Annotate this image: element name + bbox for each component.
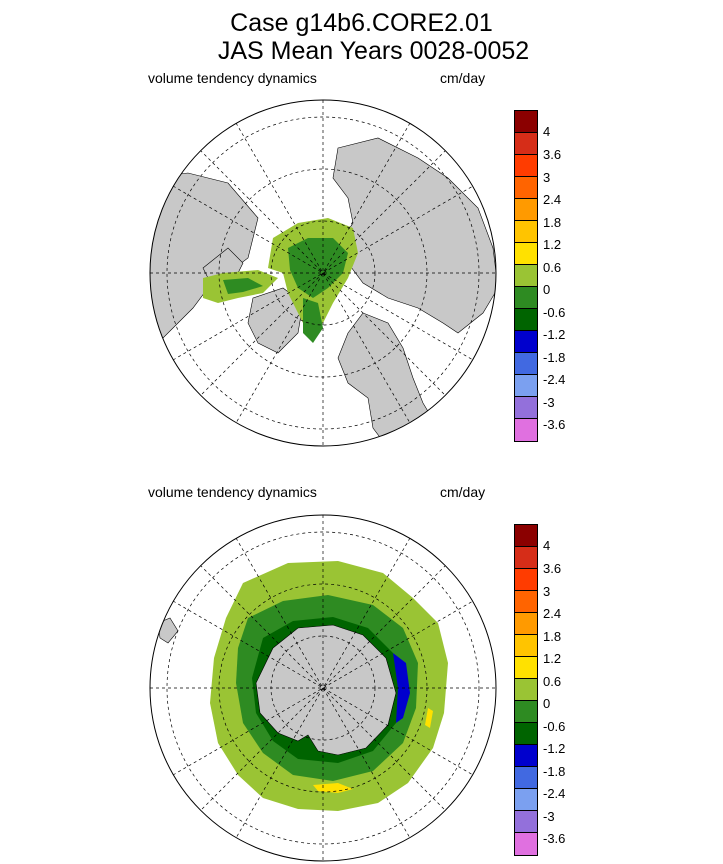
- north-colorbar-swatch-10: [515, 309, 537, 331]
- south-variable-label: volume tendency dynamics: [148, 484, 317, 500]
- south-colorbar: [514, 524, 538, 856]
- north-tick-label: -2.4: [543, 372, 566, 387]
- south-colorbar-swatch-5: [515, 613, 537, 635]
- south-units-label: cm/day: [440, 484, 486, 500]
- south-colorbar-swatch-3: [515, 569, 537, 591]
- north-tick-label: 0.6: [543, 260, 562, 275]
- south-tick-label: 3: [543, 584, 551, 599]
- south-tick-label: -3: [543, 809, 555, 824]
- north-tick-label: 4: [543, 124, 551, 139]
- south-tick-label: 1.8: [543, 629, 562, 644]
- north-colorbar-swatch-5: [515, 199, 537, 221]
- north-tick-label: 1.2: [543, 237, 562, 252]
- south-colorbar-swatch-7: [515, 657, 537, 679]
- south-colorbar-swatch-12: [515, 767, 537, 789]
- north-units-label: cm/day: [440, 70, 486, 86]
- north-ice-field-west-dark: [223, 278, 263, 294]
- north-colorbar-swatch-11: [515, 331, 537, 353]
- south-tick-label: -1.2: [543, 741, 566, 756]
- north-tick-label: 1.8: [543, 215, 562, 230]
- south-colorbar-swatch-9: [515, 701, 537, 723]
- south-colorbar-swatch-10: [515, 723, 537, 745]
- north-colorbar: [514, 110, 538, 442]
- north-colorbar-swatch-14: [515, 397, 537, 419]
- north-land-eurasia: [332, 137, 496, 334]
- north-colorbar-swatch-8: [515, 265, 537, 287]
- south-tick-label: 4: [543, 538, 551, 553]
- north-variable-label: volume tendency dynamics: [148, 70, 317, 86]
- south-tick-label: 0: [543, 696, 551, 711]
- north-colorbar-swatch-7: [515, 243, 537, 265]
- north-colorbar-swatch-3: [515, 155, 537, 177]
- south-colorbar-swatch-14: [515, 811, 537, 833]
- north-tick-label: -1.2: [543, 327, 566, 342]
- plot-title-line-1: Case g14b6.CORE2.01: [230, 9, 493, 37]
- south-tick-label: -3.6: [543, 831, 566, 846]
- north-colorbar-swatch-2: [515, 133, 537, 155]
- north-colorbar-swatch-1: [515, 111, 537, 133]
- north-colorbar-swatch-9: [515, 287, 537, 309]
- north-tick-label: -3: [543, 395, 555, 410]
- south-colorbar-swatch-8: [515, 679, 537, 701]
- north-colorbar-swatch-6: [515, 221, 537, 243]
- south-colorbar-swatch-11: [515, 745, 537, 767]
- south-tick-label: -0.6: [543, 719, 566, 734]
- north-tick-label: 3.6: [543, 147, 562, 162]
- north-colorbar-swatch-15: [515, 419, 537, 441]
- south-tick-label: 3.6: [543, 561, 562, 576]
- north-colorbar-swatch-13: [515, 375, 537, 397]
- south-colorbar-swatch-13: [515, 789, 537, 811]
- south-tick-label: -1.8: [543, 764, 566, 779]
- north-tick-label: -0.6: [543, 305, 566, 320]
- south-colorbar-swatch-15: [515, 833, 537, 855]
- south-tick-label: 1.2: [543, 651, 562, 666]
- south-tick-label: -2.4: [543, 786, 566, 801]
- south-colorbar-swatch-1: [515, 525, 537, 547]
- north-colorbar-swatch-4: [515, 177, 537, 199]
- south-colorbar-swatch-4: [515, 591, 537, 613]
- north-tick-label: 3: [543, 170, 551, 185]
- north-polar-map: [149, 99, 497, 447]
- south-colorbar-swatch-6: [515, 635, 537, 657]
- south-tick-label: 2.4: [543, 606, 562, 621]
- north-colorbar-swatch-12: [515, 353, 537, 375]
- north-tick-label: 2.4: [543, 192, 562, 207]
- north-tick-label: -1.8: [543, 350, 566, 365]
- north-tick-label: 0: [543, 282, 551, 297]
- plot-title-line-2: JAS Mean Years 0028-0052: [217, 37, 530, 65]
- south-ice-field-blue: [393, 653, 410, 723]
- south-tick-label: 0.6: [543, 674, 562, 689]
- south-colorbar-swatch-2: [515, 547, 537, 569]
- north-tick-label: -3.6: [543, 417, 566, 432]
- north-ice-field-strait: [303, 298, 323, 343]
- south-ice-field-yellow-2: [425, 708, 433, 728]
- south-land-antarctica: [255, 624, 397, 756]
- south-polar-map: [149, 514, 497, 862]
- south-land-south-america: [157, 617, 179, 644]
